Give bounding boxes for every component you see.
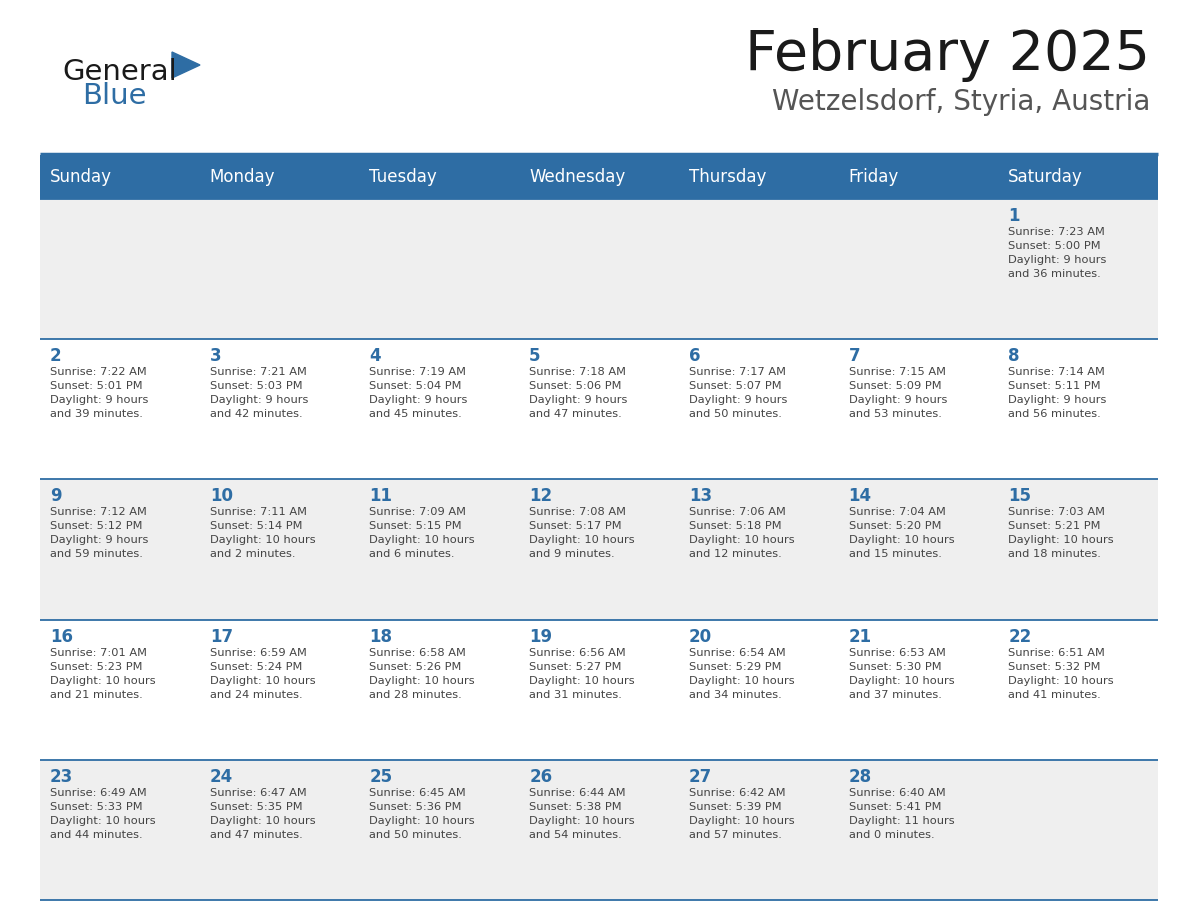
- Text: 10: 10: [210, 487, 233, 506]
- Text: 28: 28: [848, 767, 872, 786]
- Text: Sunrise: 6:47 AM
Sunset: 5:35 PM
Daylight: 10 hours
and 47 minutes.: Sunrise: 6:47 AM Sunset: 5:35 PM Dayligh…: [210, 788, 315, 840]
- Bar: [40, 199, 1158, 339]
- Bar: [40, 760, 1158, 900]
- Text: 14: 14: [848, 487, 872, 506]
- Text: 7: 7: [848, 347, 860, 365]
- Text: 18: 18: [369, 628, 392, 645]
- Bar: [40, 479, 1158, 620]
- Text: 8: 8: [1009, 347, 1019, 365]
- Text: Sunrise: 7:03 AM
Sunset: 5:21 PM
Daylight: 10 hours
and 18 minutes.: Sunrise: 7:03 AM Sunset: 5:21 PM Dayligh…: [1009, 508, 1114, 559]
- Text: Sunrise: 6:53 AM
Sunset: 5:30 PM
Daylight: 10 hours
and 37 minutes.: Sunrise: 6:53 AM Sunset: 5:30 PM Dayligh…: [848, 647, 954, 700]
- Text: Sunrise: 7:17 AM
Sunset: 5:07 PM
Daylight: 9 hours
and 50 minutes.: Sunrise: 7:17 AM Sunset: 5:07 PM Dayligh…: [689, 367, 788, 420]
- Text: Sunrise: 7:08 AM
Sunset: 5:17 PM
Daylight: 10 hours
and 9 minutes.: Sunrise: 7:08 AM Sunset: 5:17 PM Dayligh…: [529, 508, 634, 559]
- Text: Sunday: Sunday: [50, 168, 112, 186]
- Text: February 2025: February 2025: [745, 28, 1150, 82]
- Text: 17: 17: [210, 628, 233, 645]
- Text: 21: 21: [848, 628, 872, 645]
- Text: Sunrise: 7:12 AM
Sunset: 5:12 PM
Daylight: 9 hours
and 59 minutes.: Sunrise: 7:12 AM Sunset: 5:12 PM Dayligh…: [50, 508, 148, 559]
- Text: Blue: Blue: [82, 82, 146, 110]
- Text: 27: 27: [689, 767, 712, 786]
- Text: 22: 22: [1009, 628, 1031, 645]
- Text: 3: 3: [210, 347, 221, 365]
- Text: 12: 12: [529, 487, 552, 506]
- Text: Sunrise: 6:56 AM
Sunset: 5:27 PM
Daylight: 10 hours
and 31 minutes.: Sunrise: 6:56 AM Sunset: 5:27 PM Dayligh…: [529, 647, 634, 700]
- Text: 1: 1: [1009, 207, 1019, 225]
- Text: Sunrise: 7:18 AM
Sunset: 5:06 PM
Daylight: 9 hours
and 47 minutes.: Sunrise: 7:18 AM Sunset: 5:06 PM Dayligh…: [529, 367, 627, 420]
- Text: Sunrise: 6:58 AM
Sunset: 5:26 PM
Daylight: 10 hours
and 28 minutes.: Sunrise: 6:58 AM Sunset: 5:26 PM Dayligh…: [369, 647, 475, 700]
- Text: 6: 6: [689, 347, 701, 365]
- Text: 24: 24: [210, 767, 233, 786]
- Text: 20: 20: [689, 628, 712, 645]
- Text: 19: 19: [529, 628, 552, 645]
- Text: Sunrise: 7:15 AM
Sunset: 5:09 PM
Daylight: 9 hours
and 53 minutes.: Sunrise: 7:15 AM Sunset: 5:09 PM Dayligh…: [848, 367, 947, 420]
- Text: 23: 23: [50, 767, 74, 786]
- Text: Sunrise: 6:42 AM
Sunset: 5:39 PM
Daylight: 10 hours
and 57 minutes.: Sunrise: 6:42 AM Sunset: 5:39 PM Dayligh…: [689, 788, 795, 840]
- Text: Sunrise: 7:19 AM
Sunset: 5:04 PM
Daylight: 9 hours
and 45 minutes.: Sunrise: 7:19 AM Sunset: 5:04 PM Dayligh…: [369, 367, 468, 420]
- Text: Sunrise: 7:04 AM
Sunset: 5:20 PM
Daylight: 10 hours
and 15 minutes.: Sunrise: 7:04 AM Sunset: 5:20 PM Dayligh…: [848, 508, 954, 559]
- Text: Monday: Monday: [210, 168, 276, 186]
- Text: Sunrise: 7:21 AM
Sunset: 5:03 PM
Daylight: 9 hours
and 42 minutes.: Sunrise: 7:21 AM Sunset: 5:03 PM Dayligh…: [210, 367, 308, 420]
- Text: Wednesday: Wednesday: [529, 168, 625, 186]
- Text: 13: 13: [689, 487, 712, 506]
- Text: Friday: Friday: [848, 168, 899, 186]
- Text: Sunrise: 6:44 AM
Sunset: 5:38 PM
Daylight: 10 hours
and 54 minutes.: Sunrise: 6:44 AM Sunset: 5:38 PM Dayligh…: [529, 788, 634, 840]
- Bar: [40, 155, 1158, 199]
- Text: Sunrise: 7:01 AM
Sunset: 5:23 PM
Daylight: 10 hours
and 21 minutes.: Sunrise: 7:01 AM Sunset: 5:23 PM Dayligh…: [50, 647, 156, 700]
- Text: Sunrise: 6:45 AM
Sunset: 5:36 PM
Daylight: 10 hours
and 50 minutes.: Sunrise: 6:45 AM Sunset: 5:36 PM Dayligh…: [369, 788, 475, 840]
- Text: Sunrise: 6:40 AM
Sunset: 5:41 PM
Daylight: 11 hours
and 0 minutes.: Sunrise: 6:40 AM Sunset: 5:41 PM Dayligh…: [848, 788, 954, 840]
- Text: Tuesday: Tuesday: [369, 168, 437, 186]
- Text: 25: 25: [369, 767, 392, 786]
- Bar: [40, 620, 1158, 760]
- Text: 4: 4: [369, 347, 381, 365]
- Text: Sunrise: 6:49 AM
Sunset: 5:33 PM
Daylight: 10 hours
and 44 minutes.: Sunrise: 6:49 AM Sunset: 5:33 PM Dayligh…: [50, 788, 156, 840]
- Text: 26: 26: [529, 767, 552, 786]
- Text: 9: 9: [50, 487, 62, 506]
- Text: Sunrise: 6:59 AM
Sunset: 5:24 PM
Daylight: 10 hours
and 24 minutes.: Sunrise: 6:59 AM Sunset: 5:24 PM Dayligh…: [210, 647, 315, 700]
- Text: 11: 11: [369, 487, 392, 506]
- Text: 5: 5: [529, 347, 541, 365]
- Text: Sunrise: 7:06 AM
Sunset: 5:18 PM
Daylight: 10 hours
and 12 minutes.: Sunrise: 7:06 AM Sunset: 5:18 PM Dayligh…: [689, 508, 795, 559]
- Text: Sunrise: 7:23 AM
Sunset: 5:00 PM
Daylight: 9 hours
and 36 minutes.: Sunrise: 7:23 AM Sunset: 5:00 PM Dayligh…: [1009, 227, 1107, 279]
- Text: Saturday: Saturday: [1009, 168, 1083, 186]
- Bar: [40, 339, 1158, 479]
- Text: Sunrise: 6:51 AM
Sunset: 5:32 PM
Daylight: 10 hours
and 41 minutes.: Sunrise: 6:51 AM Sunset: 5:32 PM Dayligh…: [1009, 647, 1114, 700]
- Text: 16: 16: [50, 628, 72, 645]
- Text: Wetzelsdorf, Styria, Austria: Wetzelsdorf, Styria, Austria: [772, 88, 1150, 116]
- Text: Sunrise: 7:11 AM
Sunset: 5:14 PM
Daylight: 10 hours
and 2 minutes.: Sunrise: 7:11 AM Sunset: 5:14 PM Dayligh…: [210, 508, 315, 559]
- Text: Sunrise: 7:14 AM
Sunset: 5:11 PM
Daylight: 9 hours
and 56 minutes.: Sunrise: 7:14 AM Sunset: 5:11 PM Dayligh…: [1009, 367, 1107, 420]
- Text: 2: 2: [50, 347, 62, 365]
- Text: Sunrise: 7:09 AM
Sunset: 5:15 PM
Daylight: 10 hours
and 6 minutes.: Sunrise: 7:09 AM Sunset: 5:15 PM Dayligh…: [369, 508, 475, 559]
- Text: Sunrise: 7:22 AM
Sunset: 5:01 PM
Daylight: 9 hours
and 39 minutes.: Sunrise: 7:22 AM Sunset: 5:01 PM Dayligh…: [50, 367, 148, 420]
- Text: Thursday: Thursday: [689, 168, 766, 186]
- Text: Sunrise: 6:54 AM
Sunset: 5:29 PM
Daylight: 10 hours
and 34 minutes.: Sunrise: 6:54 AM Sunset: 5:29 PM Dayligh…: [689, 647, 795, 700]
- Text: 15: 15: [1009, 487, 1031, 506]
- Polygon shape: [172, 52, 200, 78]
- Text: General: General: [62, 58, 177, 86]
